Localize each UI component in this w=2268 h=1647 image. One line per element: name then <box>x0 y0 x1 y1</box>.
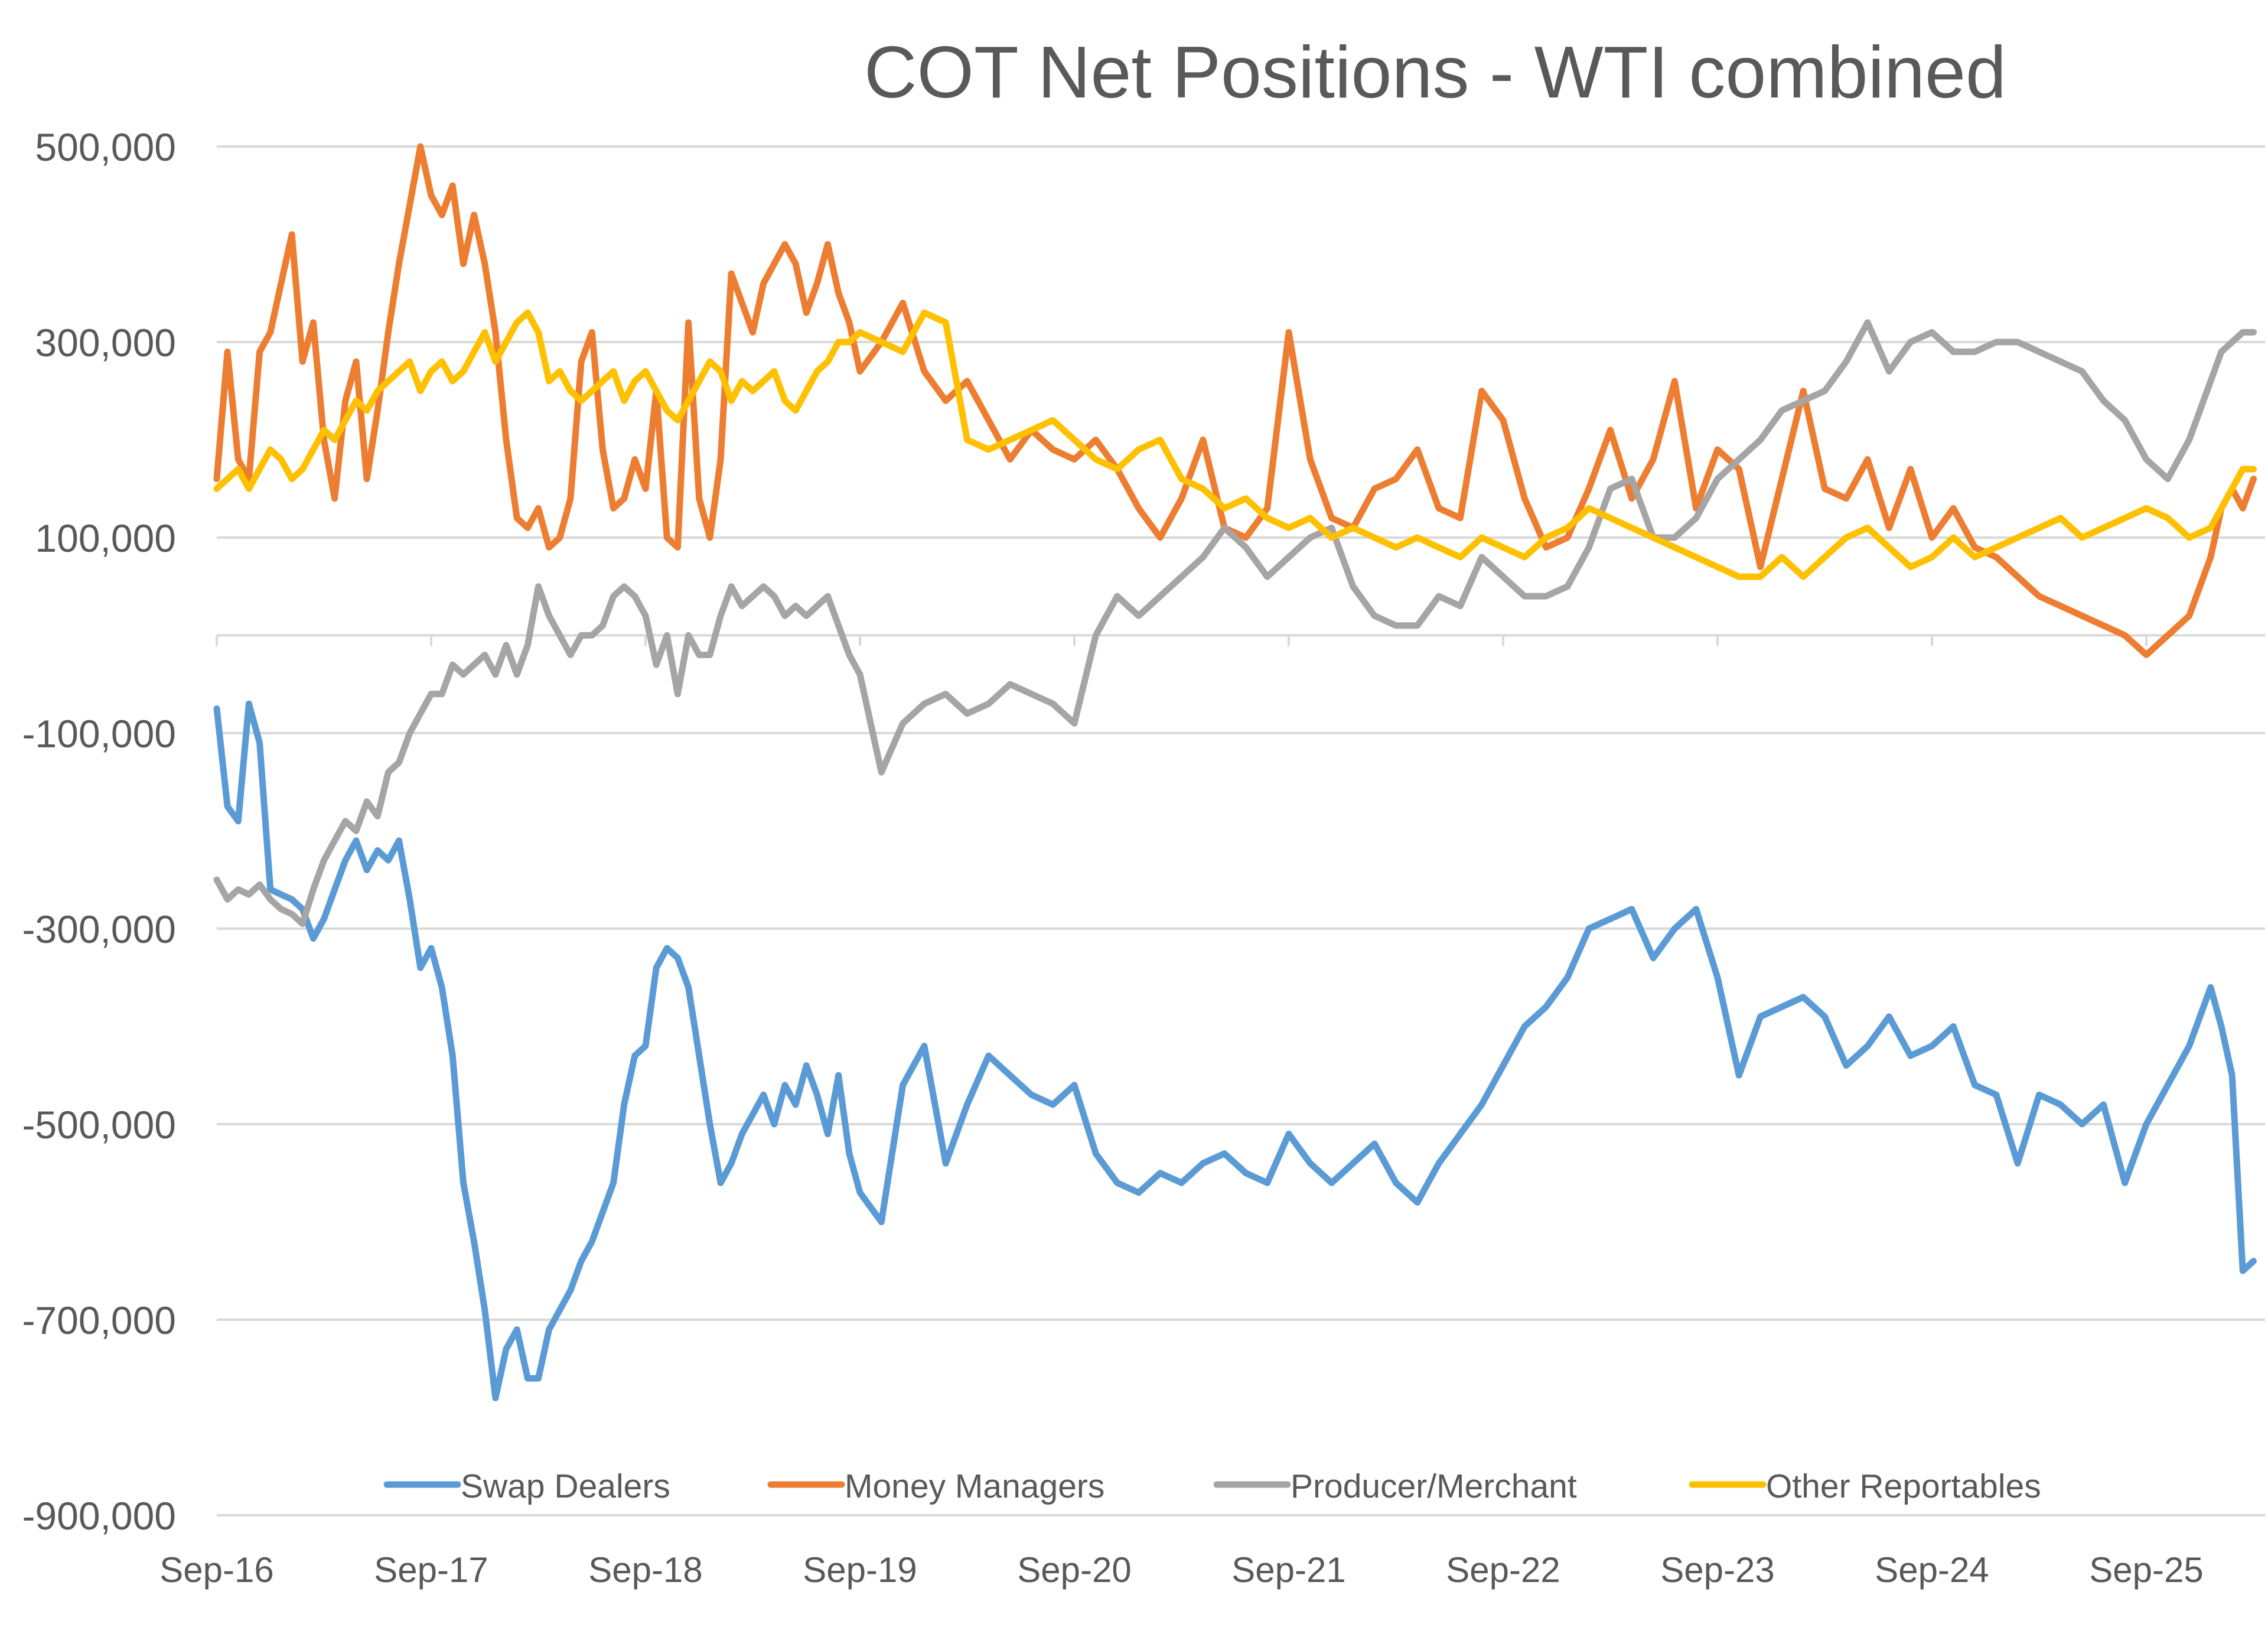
y-tick-label: -500,000 <box>22 1103 176 1147</box>
legend-label: Money Managers <box>845 1467 1104 1505</box>
legend-label: Producer/Merchant <box>1291 1467 1577 1505</box>
legend-label: Other Reportables <box>1766 1467 2041 1505</box>
series-lines <box>213 143 2257 1401</box>
y-tick-label: -900,000 <box>22 1494 176 1538</box>
x-tick-label: Sep-19 <box>803 1550 917 1590</box>
y-tick-label: -100,000 <box>22 712 176 756</box>
x-tick-label: Sep-25 <box>2089 1550 2203 1590</box>
legend: Swap Dealers Money Managers Producer/Merch… <box>383 1467 2041 1505</box>
y-tick-label: -700,000 <box>22 1298 176 1342</box>
x-tick-label: Sep-21 <box>1231 1550 1345 1590</box>
x-tick-label: Sep-20 <box>1017 1550 1131 1590</box>
x-tick-label: Sep-16 <box>159 1550 273 1590</box>
series-line-producer-merchant <box>213 319 2257 927</box>
y-tick-label: 300,000 <box>35 321 176 364</box>
x-tick-label: Sep-17 <box>374 1550 488 1590</box>
series-line-other-reportables <box>213 309 2257 580</box>
legend-label: Swap Dealers <box>461 1467 670 1505</box>
y-tick-label: 100,000 <box>35 516 176 560</box>
chart-title: COT Net Positions - WTI combined <box>864 32 2006 113</box>
x-tick-label: Sep-18 <box>588 1550 702 1590</box>
axes: 500,000 300,000 100,000 -100,000 -300,000 -50… <box>22 125 2265 1590</box>
y-tick-label: 500,000 <box>35 125 176 169</box>
x-tick-label: Sep-23 <box>1660 1550 1774 1590</box>
x-tick-label: Sep-24 <box>1875 1550 1989 1590</box>
series-line-money-managers <box>213 143 2257 659</box>
y-tick-label: -300,000 <box>22 907 176 951</box>
series-line-swap-dealers <box>213 700 2257 1401</box>
x-tick-label: Sep-22 <box>1446 1550 1560 1590</box>
